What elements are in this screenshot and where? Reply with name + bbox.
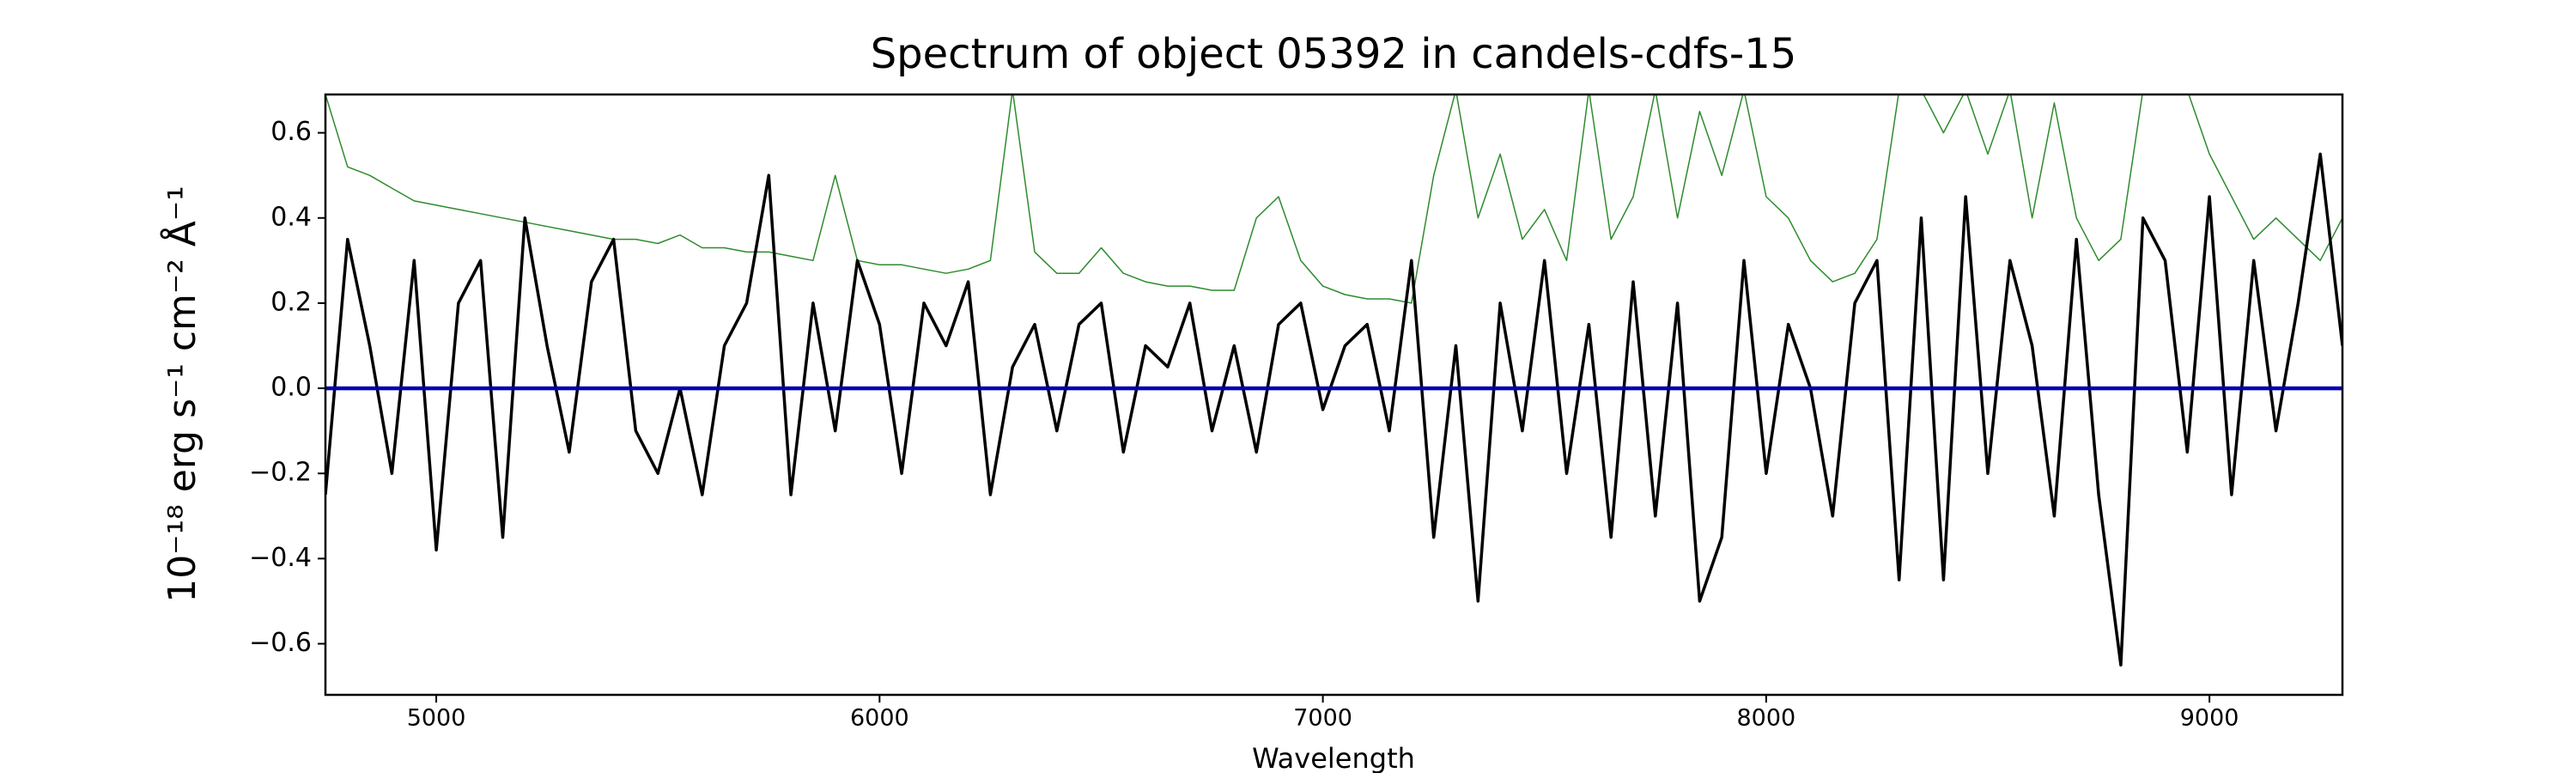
y-tick-label: 0.4 <box>270 202 312 232</box>
x-tick-label: 7000 <box>1293 705 1352 732</box>
y-tick-label: 0.0 <box>270 373 312 403</box>
series-line <box>325 152 2342 667</box>
y-axis-label: 10⁻¹⁸ erg s⁻¹ cm⁻² Å⁻¹ <box>159 186 204 602</box>
series-line <box>325 94 2342 304</box>
x-tick-label: 5000 <box>407 705 466 732</box>
y-tick-label: 0.2 <box>270 287 312 317</box>
x-tick-label: 9000 <box>2180 705 2239 732</box>
y-tick-label: −0.4 <box>249 543 312 573</box>
y-tick-label: −0.6 <box>249 628 312 658</box>
x-tick-label: 8000 <box>1736 705 1795 732</box>
y-tick-label: 0.6 <box>270 117 312 147</box>
x-axis-label: Wavelength <box>1252 742 1415 773</box>
y-tick-label: −0.2 <box>249 458 312 488</box>
chart-title: Spectrum of object 05392 in candels-cdfs… <box>871 30 1797 78</box>
axes-frame <box>324 93 2344 697</box>
plot-area <box>325 94 2342 667</box>
x-tick-label: 6000 <box>850 705 909 732</box>
